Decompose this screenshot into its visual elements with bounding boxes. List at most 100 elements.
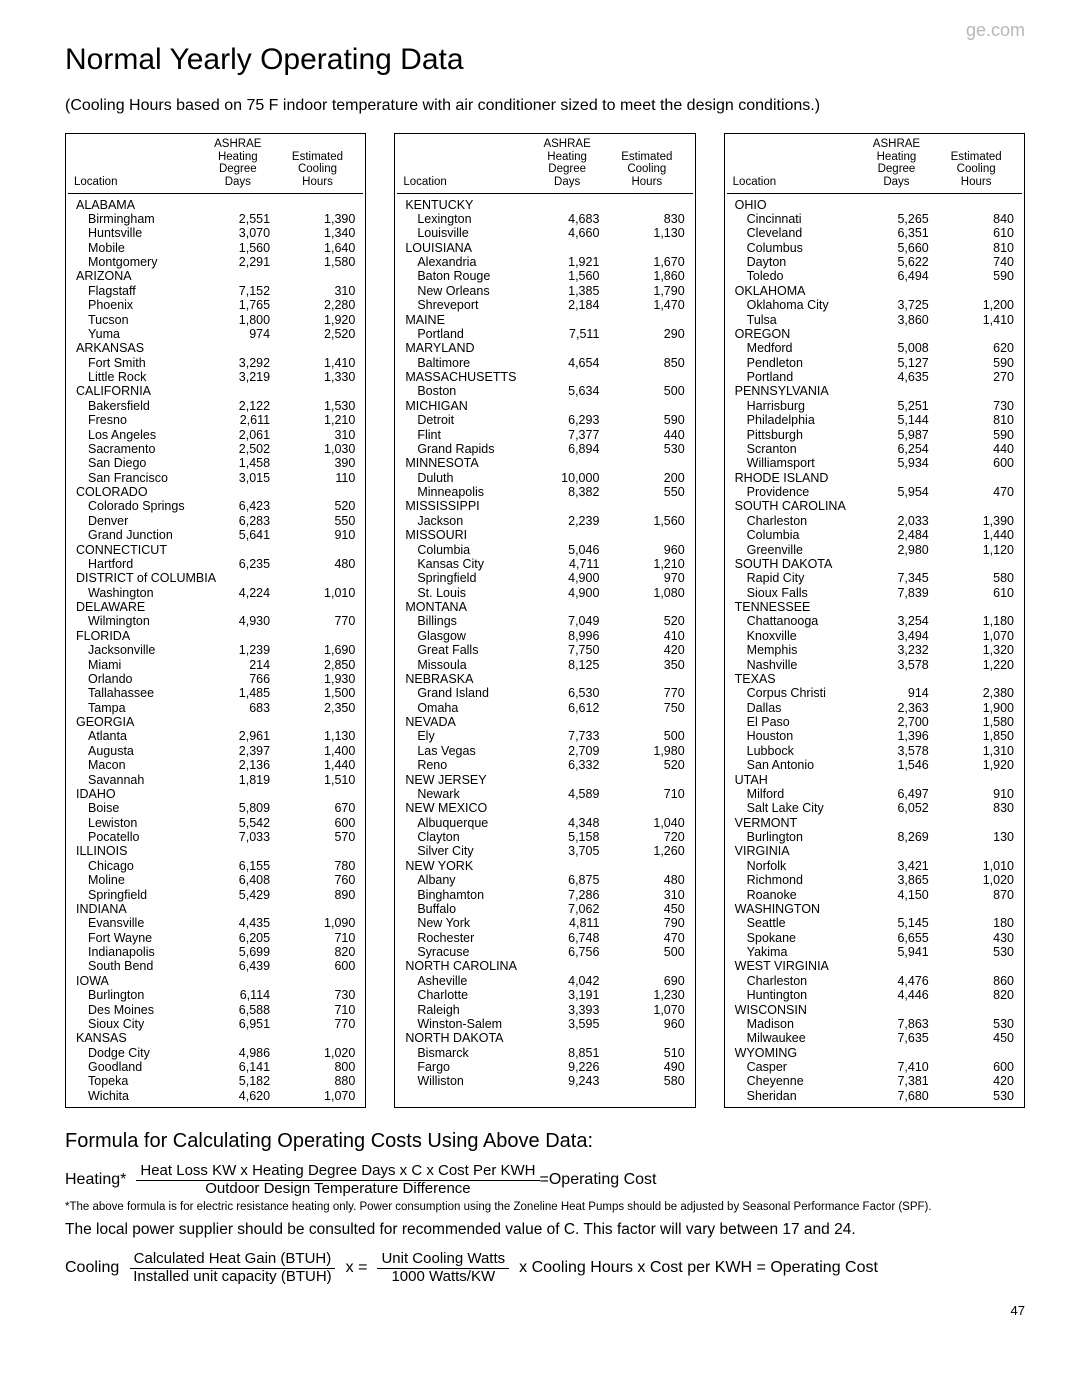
cooling-hours: 1,040 (613, 816, 686, 830)
heating-degree-days: 7,381 (857, 1074, 942, 1088)
city-name: San Diego (88, 456, 199, 470)
heating-degree-days: 8,382 (528, 485, 613, 499)
city-name: Tallahassee (88, 686, 199, 700)
city-row: Burlington6,114730 (74, 988, 357, 1002)
heating-degree-days: 2,611 (199, 413, 284, 427)
cooling-hours: 1,920 (943, 758, 1016, 772)
heating-label: Heating* (65, 1171, 126, 1189)
city-row: Pittsburgh5,987590 (733, 428, 1016, 442)
city-name: Sioux Falls (747, 586, 858, 600)
heating-degree-days: 5,127 (857, 356, 942, 370)
cooling-hours: 780 (284, 859, 357, 873)
state-name: OHIO (733, 198, 1016, 212)
cooling-hours: 270 (943, 370, 1016, 384)
cooling-hours: 1,500 (284, 686, 357, 700)
city-name: Fort Wayne (88, 931, 199, 945)
state-name: NEW JERSEY (403, 773, 686, 787)
city-row: Las Vegas2,7091,980 (403, 744, 686, 758)
city-row: Omaha6,612750 (403, 701, 686, 715)
heating-degree-days: 5,251 (857, 399, 942, 413)
heating-formula: Heating* Heat Loss KW x Heating Degree D… (65, 1163, 1025, 1197)
heating-degree-days: 6,655 (857, 931, 942, 945)
cooling-f1-denominator: Installed unit capacity (BTUH) (129, 1269, 335, 1286)
heating-degree-days: 2,061 (199, 428, 284, 442)
city-name: Washington (88, 586, 199, 600)
cooling-hours: 880 (284, 1074, 357, 1088)
city-row: Dayton5,622740 (733, 255, 1016, 269)
brand-link: ge.com (65, 20, 1025, 41)
city-name: Goodland (88, 1060, 199, 1074)
city-name: Columbus (747, 241, 858, 255)
heating-degree-days: 6,332 (528, 758, 613, 772)
city-row: Columbia5,046960 (403, 543, 686, 557)
heating-degree-days: 2,239 (528, 514, 613, 528)
city-row: Detroit6,293590 (403, 413, 686, 427)
heating-degree-days: 3,070 (199, 226, 284, 240)
city-row: Cleveland6,351610 (733, 226, 1016, 240)
heating-degree-days: 8,125 (528, 658, 613, 672)
heating-degree-days: 4,150 (857, 888, 942, 902)
heating-degree-days: 5,699 (199, 945, 284, 959)
city-name: New Orleans (417, 284, 528, 298)
heating-degree-days: 7,733 (528, 729, 613, 743)
cooling-hours: 390 (284, 456, 357, 470)
city-name: Dallas (747, 701, 858, 715)
heating-equals: =Operating Cost (540, 1171, 657, 1189)
city-name: Chattanooga (747, 614, 858, 628)
cooling-hours: 730 (284, 988, 357, 1002)
city-name: Spokane (747, 931, 858, 945)
city-row: Orlando7661,930 (74, 672, 357, 686)
city-name: Shreveport (417, 298, 528, 312)
city-row: Silver City3,7051,260 (403, 844, 686, 858)
heating-degree-days: 5,145 (857, 916, 942, 930)
cooling-hours: 440 (943, 442, 1016, 456)
cooling-hours: 600 (943, 456, 1016, 470)
state-name: DELAWARE (74, 600, 357, 614)
city-name: Boise (88, 801, 199, 815)
city-row: Knoxville3,4941,070 (733, 629, 1016, 643)
city-name: Birmingham (88, 212, 199, 226)
city-name: Missoula (417, 658, 528, 672)
column-header: LocationASHRAEHeatingDegreeDaysEstimated… (397, 138, 692, 194)
cooling-hours: 840 (943, 212, 1016, 226)
state-name: MONTANA (403, 600, 686, 614)
city-row: Spokane6,655430 (733, 931, 1016, 945)
heating-degree-days: 6,235 (199, 557, 284, 571)
city-row: Chicago6,155780 (74, 859, 357, 873)
heating-degree-days: 2,136 (199, 758, 284, 772)
city-name: Medford (747, 341, 858, 355)
state-name: MASSACHUSETTS (403, 370, 686, 384)
cooling-hours: 960 (613, 543, 686, 557)
heating-degree-days: 2,033 (857, 514, 942, 528)
city-row: Binghamton7,286310 (403, 888, 686, 902)
state-name: DISTRICT of COLUMBIA (74, 571, 357, 585)
city-name: Madison (747, 1017, 858, 1031)
city-row: Albany6,875480 (403, 873, 686, 887)
heating-degree-days: 5,809 (199, 801, 284, 815)
heating-degree-days: 5,634 (528, 384, 613, 398)
city-name: Scranton (747, 442, 858, 456)
column-body: ALABAMABirmingham2,5511,390Huntsville3,0… (68, 194, 363, 1104)
data-column: LocationASHRAEHeatingDegreeDaysEstimated… (724, 133, 1025, 1108)
cooling-hours: 800 (284, 1060, 357, 1074)
city-name: Newark (417, 787, 528, 801)
cooling-hours: 670 (284, 801, 357, 815)
cooling-hours: 710 (613, 787, 686, 801)
state-name: TENNESSEE (733, 600, 1016, 614)
city-row: Norfolk3,4211,010 (733, 859, 1016, 873)
city-row: Birmingham2,5511,390 (74, 212, 357, 226)
cooling-hours: 200 (613, 471, 686, 485)
city-name: Dayton (747, 255, 858, 269)
heating-degree-days: 6,408 (199, 873, 284, 887)
city-name: Winston-Salem (417, 1017, 528, 1031)
cooling-hours: 580 (943, 571, 1016, 585)
heating-degree-days: 7,152 (199, 284, 284, 298)
city-row: Topeka5,182880 (74, 1074, 357, 1088)
city-name: Asheville (417, 974, 528, 988)
cooling-hours: 590 (943, 269, 1016, 283)
city-row: Augusta2,3971,400 (74, 744, 357, 758)
cooling-hours: 620 (943, 341, 1016, 355)
city-row: Buffalo7,062450 (403, 902, 686, 916)
cooling-hours: 1,510 (284, 773, 357, 787)
city-row: Bismarck8,851510 (403, 1046, 686, 1060)
